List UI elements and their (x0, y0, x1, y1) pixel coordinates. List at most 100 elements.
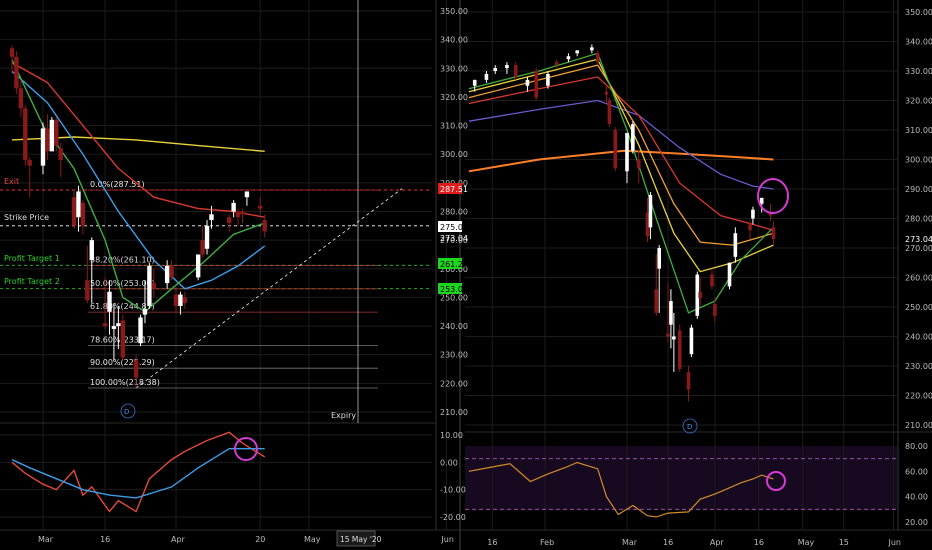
last-price-tag-text: 273.04 (440, 234, 468, 243)
candle-body (138, 317, 143, 344)
right-price-tick: 270.00 (905, 244, 932, 253)
candle-body (258, 205, 263, 209)
candle-body (262, 220, 267, 232)
candle-body (604, 91, 609, 95)
candle-body (45, 128, 50, 152)
moving-average-line (468, 149, 774, 173)
moving-average-line (468, 76, 774, 231)
rsi-tick: 40.00 (905, 493, 928, 502)
right-date-tick: 16 (663, 538, 673, 547)
trend-line (135, 188, 403, 389)
right-date-tick: 16 (487, 538, 497, 547)
left-event-marker-letter: D (124, 408, 129, 416)
moving-average-line (11, 61, 265, 218)
date-cursor-label: 15 May '20 (340, 535, 382, 544)
candle-body (49, 119, 55, 152)
candle-body (566, 56, 571, 60)
candle-body (654, 289, 659, 313)
left-event-marker (120, 403, 136, 419)
candle-body (85, 280, 90, 301)
candle-body (505, 65, 509, 69)
candle-body (76, 191, 81, 218)
candle-body (235, 211, 241, 218)
left-date-tick: 16 (100, 535, 110, 544)
strike-price-tag-text: 275.00 (440, 223, 468, 232)
right-event-marker (682, 418, 698, 434)
candle-body (178, 294, 183, 307)
candle-body (631, 124, 635, 151)
candle-body (645, 212, 650, 237)
right-date-tick: 15 (839, 538, 849, 547)
candle-body (513, 65, 518, 77)
target-2-price-tag (438, 283, 462, 294)
candle-body (672, 336, 676, 340)
left-price-tick: 270.00 (440, 236, 468, 245)
candle-body (54, 119, 59, 146)
right-price-tick: 220.00 (905, 392, 932, 401)
left-price-tick: 250.00 (440, 293, 468, 302)
left-date-tick: Jun (440, 535, 454, 544)
candle-body (534, 71, 539, 98)
candle-body (648, 194, 653, 228)
right-price-tick: 260.00 (905, 274, 932, 283)
candle-body (204, 225, 210, 249)
left-date-tick: Apr (171, 535, 186, 544)
candle-body (147, 265, 152, 307)
candle-body (102, 323, 108, 327)
oscillator-highlight-circle (234, 437, 258, 461)
right-price-tick: 280.00 (905, 215, 932, 224)
right-price-tick: 310.00 (905, 126, 932, 135)
right-price-tick: 340.00 (905, 38, 932, 47)
right-time-axis: 16 Feb Mar 16 Apr 16 May 15 Jun (487, 538, 901, 547)
moving-average-line (468, 58, 774, 273)
candle-body (58, 148, 63, 160)
candle-body (590, 47, 594, 51)
candle-body (695, 274, 700, 316)
fib-label: 38.20%(261.10) (90, 256, 155, 265)
left-price-tick: 230.00 (440, 351, 468, 360)
candle-body (689, 327, 694, 355)
fib-label: 90.00%(225.29) (90, 358, 155, 367)
left-time-axis: Mar 16 Apr 20 May Jun (38, 535, 454, 544)
left-price-tick: 330.00 (440, 64, 468, 73)
candle-body (759, 197, 764, 204)
target-1-price-tag (438, 258, 462, 269)
fib-label: 100.00%(218.38) (90, 378, 160, 387)
right-last-price-tag-text: 273.04 (905, 235, 932, 244)
rsi-tick: 60.00 (905, 467, 928, 476)
left-candles (9, 45, 267, 390)
left-price-tick: 220.00 (440, 379, 468, 388)
candle-body (116, 323, 121, 327)
candle-body (636, 159, 641, 169)
candle-body (546, 73, 550, 86)
candle-body (677, 330, 682, 369)
candle-body (613, 130, 618, 169)
fib-label: 61.80%(244.87) (90, 302, 155, 311)
left-oscillator (11, 431, 266, 513)
exit-price-tag-text: 287.51 (440, 185, 468, 194)
osc-tick: -20.00 (440, 513, 466, 522)
right-price-tick: 320.00 (905, 97, 932, 106)
left-price-tick: 340.00 (440, 36, 468, 45)
candle-body (595, 53, 600, 63)
candle-body (771, 227, 776, 240)
left-price-tick: 300.00 (440, 150, 468, 159)
right-price-tick: 250.00 (905, 303, 932, 312)
candle-body (698, 292, 703, 299)
right-price-axis: 350.00 340.00 330.00 320.00 310.00 300.00 290.… (905, 8, 932, 527)
left-price-tick: 310.00 (440, 122, 468, 131)
candle-body (40, 128, 46, 166)
rsi-band-fill (465, 446, 897, 510)
right-event-marker-letter: D (687, 423, 692, 431)
candle-body (607, 100, 612, 125)
strike-price-tag (438, 221, 462, 232)
candle-body (195, 254, 201, 278)
candle-body (575, 50, 580, 54)
exit-label: Exit (4, 177, 19, 186)
profit-target-2-label: Profit Target 2 (4, 277, 60, 286)
target-2-price-tag-text: 253.04 (440, 285, 468, 294)
candle-body (209, 214, 214, 221)
right-rsi (465, 458, 897, 518)
candle-body (169, 265, 174, 278)
oscillator-line (11, 448, 265, 499)
